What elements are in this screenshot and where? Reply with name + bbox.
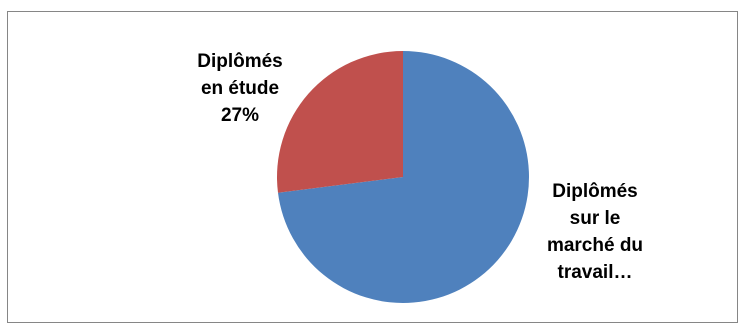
slice-labor-market <box>277 51 529 303</box>
label-line: sur le <box>569 208 621 229</box>
label-line: Diplômés <box>197 51 283 72</box>
label-line: 27% <box>220 105 260 126</box>
label-line: Diplômés <box>552 181 638 202</box>
label-line: marché du <box>546 235 644 256</box>
label-line: en étude <box>200 78 280 99</box>
slice-in-study <box>277 51 403 193</box>
slice-label-in-study: Diplômés en étude 27% <box>175 48 305 129</box>
label-line: travail… <box>557 262 633 283</box>
slice-label-labor-market: Diplômés sur le marché du travail… <box>530 178 660 286</box>
